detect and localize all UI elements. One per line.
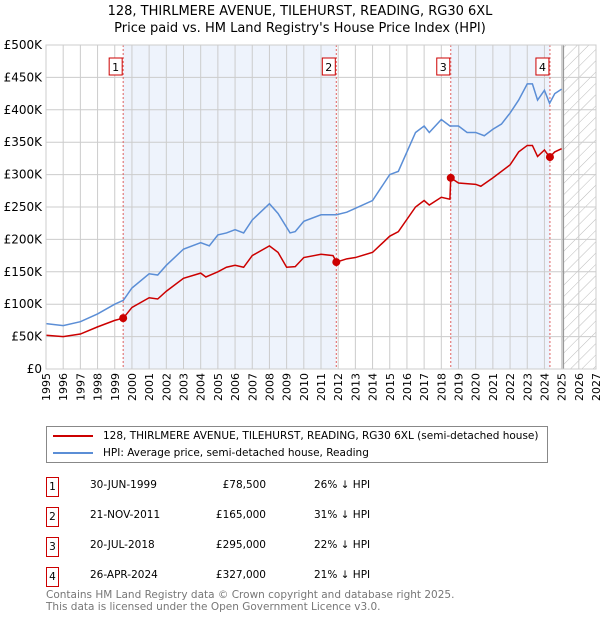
sale-marker-box: 3 — [46, 537, 59, 557]
sale-hpi-diff: 22% ↓ HPI — [314, 539, 371, 551]
sale-marker-box: 1 — [46, 477, 59, 497]
x-tick-label: 2004 — [195, 373, 208, 401]
sale-date: 21-NOV-2011 — [90, 509, 161, 521]
y-tick-label: £250K — [4, 200, 44, 214]
sale-price: £327,000 — [215, 569, 266, 581]
legend-label: HPI: Average price, semi-detached house,… — [103, 447, 369, 459]
sale-point — [446, 173, 455, 182]
sale-label: 2 — [325, 61, 332, 74]
x-tick-label: 2008 — [263, 373, 276, 401]
sale-hpi-diff: 31% ↓ HPI — [314, 509, 371, 521]
x-tick-label: 2009 — [281, 373, 294, 401]
legend-item-hpi: HPI: Average price, semi-detached house,… — [53, 447, 369, 459]
series-line — [45, 83, 563, 327]
sale-hpi-diff: 21% ↓ HPI — [314, 569, 371, 581]
y-tick-label: £400K — [4, 103, 44, 117]
x-tick-label: 2021 — [487, 373, 500, 401]
sale-marker-box: 2 — [46, 507, 59, 527]
x-tick-label: 1999 — [109, 373, 122, 401]
legend-swatch — [53, 452, 93, 454]
chart-title: 128, THIRLMERE AVENUE, TILEHURST, READIN… — [107, 4, 493, 19]
sale-price: £165,000 — [215, 509, 266, 521]
footer-copyright: Contains HM Land Registry data © Crown c… — [46, 589, 455, 601]
price-chart: £0 £50K £100K £150K £200K £250K £300K £350K £400… — [4, 38, 600, 401]
x-tick-label: 1995 — [40, 373, 53, 401]
chart-subtitle: Price paid vs. HM Land Registry's House … — [114, 21, 486, 36]
sale-label: 1 — [112, 61, 119, 74]
x-tick-label: 2013 — [349, 373, 362, 401]
x-tick-label: 2014 — [367, 373, 380, 401]
legend-swatch — [53, 435, 93, 437]
sale-label: 4 — [539, 61, 546, 74]
x-tick-label: 2002 — [160, 373, 173, 401]
footer-licence: This data is licensed under the Open Gov… — [46, 601, 381, 613]
y-tick-label: £150K — [4, 265, 44, 279]
sale-hpi-diff: 26% ↓ HPI — [314, 479, 371, 491]
sale-price: £295,000 — [215, 539, 266, 551]
x-tick-label: 2027 — [590, 373, 600, 401]
sale-date: 26-APR-2024 — [90, 569, 158, 581]
x-tick-label: 2000 — [126, 373, 139, 401]
x-tick-label: 2026 — [573, 373, 586, 401]
sale-date: 30-JUN-1999 — [90, 479, 157, 491]
legend-item-property: 128, THIRLMERE AVENUE, TILEHURST, READIN… — [53, 430, 538, 442]
x-tick-label: 2018 — [435, 373, 448, 401]
sale-label-box — [108, 57, 123, 76]
sale-point — [119, 314, 128, 323]
sale-date: 20-JUL-2018 — [90, 539, 155, 551]
x-tick-label: 2017 — [418, 373, 431, 401]
x-tick-label: 1997 — [74, 373, 87, 401]
y-tick-label: £200K — [4, 232, 44, 246]
y-tick-label: £450K — [4, 70, 44, 84]
x-tick-label: 2023 — [521, 373, 534, 401]
x-tick-label: 2024 — [538, 373, 551, 401]
y-tick-label: £500K — [4, 38, 44, 52]
x-tick-label: 2016 — [401, 373, 414, 401]
sale-price: £78,500 — [222, 479, 266, 491]
x-tick-label: 2007 — [246, 373, 259, 401]
x-tick-label: 2003 — [178, 373, 191, 401]
sale-label: 3 — [440, 61, 447, 74]
sale-label-box — [321, 57, 336, 76]
x-tick-label: 2022 — [504, 373, 517, 401]
y-tick-label: £0 — [27, 362, 42, 376]
x-tick-label: 2010 — [298, 373, 311, 401]
x-tick-label: 2020 — [470, 373, 483, 401]
x-tick-label: 2001 — [143, 373, 156, 401]
sale-marker-box: 4 — [46, 567, 59, 587]
x-tick-label: 1998 — [92, 373, 105, 401]
x-tick-label: 2006 — [229, 373, 242, 401]
sale-point — [332, 258, 341, 267]
plot-frame — [45, 44, 597, 370]
x-tick-label: 2015 — [384, 373, 397, 401]
y-tick-label: £50K — [11, 330, 43, 344]
x-tick-label: 2005 — [212, 373, 225, 401]
legend-label: 128, THIRLMERE AVENUE, TILEHURST, READIN… — [103, 430, 539, 442]
x-tick-label: 2025 — [556, 373, 569, 401]
sale-point — [545, 153, 554, 162]
x-tick-label: 2012 — [332, 373, 345, 401]
x-tick-label: 1996 — [57, 373, 70, 401]
x-tick-label: 2011 — [315, 373, 328, 401]
x-tick-label: 2019 — [453, 373, 466, 401]
y-tick-label: £100K — [4, 297, 44, 311]
y-tick-label: £350K — [4, 135, 44, 149]
legend: 128, THIRLMERE AVENUE, TILEHURST, READIN… — [46, 426, 548, 463]
y-tick-label: £300K — [4, 168, 44, 182]
sale-label-box — [535, 57, 550, 76]
sale-label-box — [436, 57, 451, 76]
